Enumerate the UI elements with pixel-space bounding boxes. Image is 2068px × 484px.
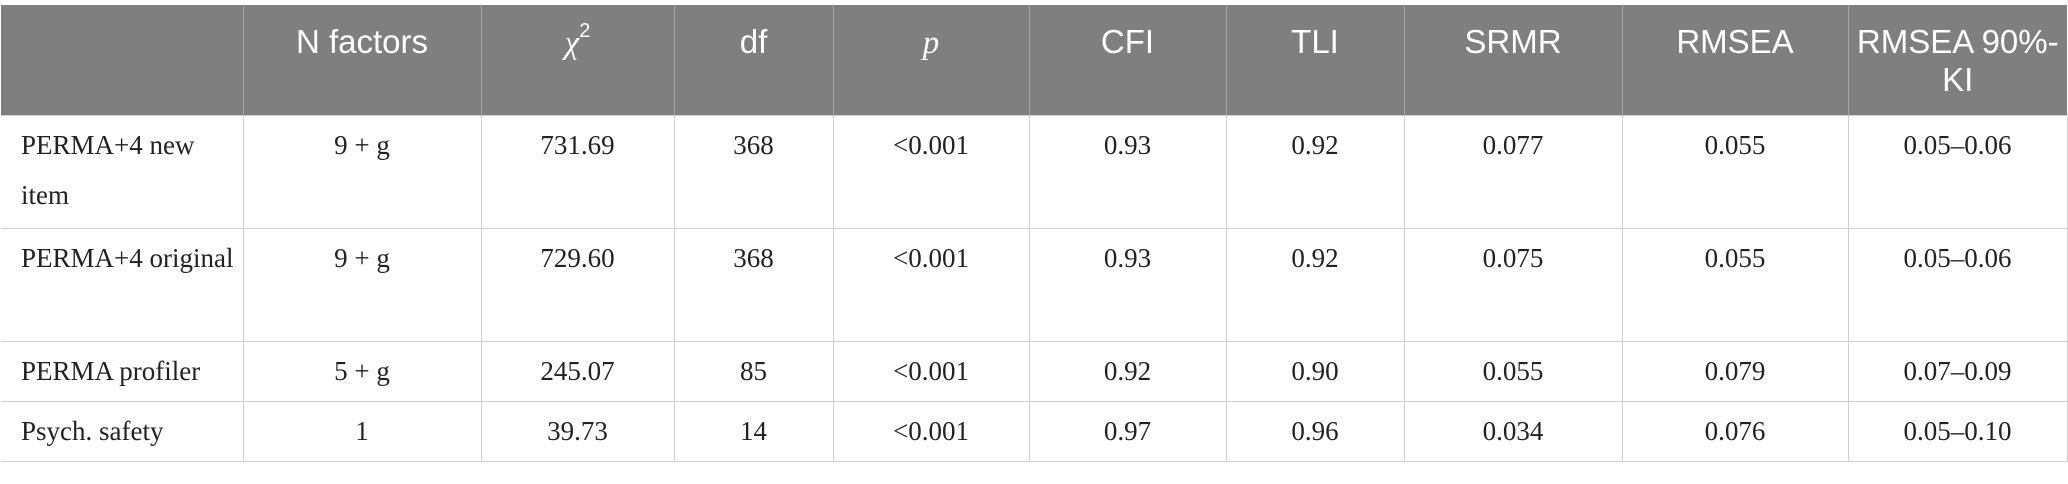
table-row: PERMA+4 new item 9 + g 731.69 368 <0.001… [1, 114, 2068, 229]
cell-rmsea: 0.055 [1621, 114, 1849, 229]
chi-superscript: 2 [579, 20, 591, 42]
cell-srmr: 0.075 [1403, 227, 1623, 342]
header-row: N factors χ2 df p CFI TLI SRMR RMSEA RMS… [1, 5, 2067, 115]
header-chi-square: χ2 [480, 5, 674, 115]
cell-chi-square: 729.60 [480, 227, 675, 342]
cell-df: 14 [673, 400, 834, 462]
chi-symbol: χ [564, 25, 580, 61]
header-rmsea: RMSEA [1621, 5, 1848, 115]
cell-n-factors: 9 + g [242, 227, 482, 342]
cell-n-factors: 1 [242, 400, 482, 462]
header-blank [1, 5, 243, 115]
cell-n-factors: 9 + g [242, 114, 482, 229]
cell-srmr: 0.077 [1403, 114, 1623, 229]
table-row: PERMA+4 original 9 + g 729.60 368 <0.001… [1, 227, 2068, 342]
cell-chi-square: 39.73 [480, 400, 675, 462]
cell-rmsea: 0.055 [1621, 227, 1849, 342]
header-srmr: SRMR [1403, 5, 1622, 115]
cell-tli: 0.92 [1225, 227, 1405, 342]
cell-cfi: 0.92 [1028, 340, 1227, 402]
fit-indices-table: N factors χ2 df p CFI TLI SRMR RMSEA RMS… [1, 5, 2068, 462]
cell-rmsea-ci: 0.05–0.06 [1847, 227, 2068, 342]
row-label: PERMA+4 original [1, 227, 244, 342]
cell-p: <0.001 [832, 227, 1030, 342]
cell-cfi: 0.93 [1028, 114, 1227, 229]
header-tli: TLI [1225, 5, 1404, 115]
cell-srmr: 0.034 [1403, 400, 1623, 462]
cell-cfi: 0.97 [1028, 400, 1227, 462]
cell-n-factors: 5 + g [242, 340, 482, 402]
cell-cfi: 0.93 [1028, 227, 1227, 342]
header-p-label: p [922, 25, 940, 61]
cell-df: 368 [673, 227, 834, 342]
header-cfi: CFI [1028, 5, 1226, 115]
cell-rmsea: 0.076 [1621, 400, 1849, 462]
row-label: PERMA profiler [1, 340, 244, 402]
header-rmsea-ci: RMSEA 90%-KI [1847, 5, 2067, 115]
row-label: PERMA+4 new item [1, 114, 244, 229]
cell-p: <0.001 [832, 340, 1030, 402]
cell-df: 368 [673, 114, 834, 229]
table-row: PERMA profiler 5 + g 245.07 85 <0.001 0.… [1, 340, 2068, 402]
cell-rmsea-ci: 0.05–0.10 [1847, 400, 2068, 462]
header-n-factors: N factors [242, 5, 481, 115]
cell-chi-square: 731.69 [480, 114, 675, 229]
cell-srmr: 0.055 [1403, 340, 1623, 402]
cell-rmsea: 0.079 [1621, 340, 1849, 402]
cell-tli: 0.90 [1225, 340, 1405, 402]
cell-tli: 0.92 [1225, 114, 1405, 229]
cell-rmsea-ci: 0.07–0.09 [1847, 340, 2068, 402]
header-df: df [673, 5, 833, 115]
cell-p: <0.001 [832, 114, 1030, 229]
header-p: p [832, 5, 1029, 115]
cell-tli: 0.96 [1225, 400, 1405, 462]
cell-chi-square: 245.07 [480, 340, 675, 402]
cell-p: <0.001 [832, 400, 1030, 462]
cell-df: 85 [673, 340, 834, 402]
table-row: Psych. safety 1 39.73 14 <0.001 0.97 0.9… [1, 400, 2068, 462]
row-label: Psych. safety [1, 400, 244, 462]
cell-rmsea-ci: 0.05–0.06 [1847, 114, 2068, 229]
